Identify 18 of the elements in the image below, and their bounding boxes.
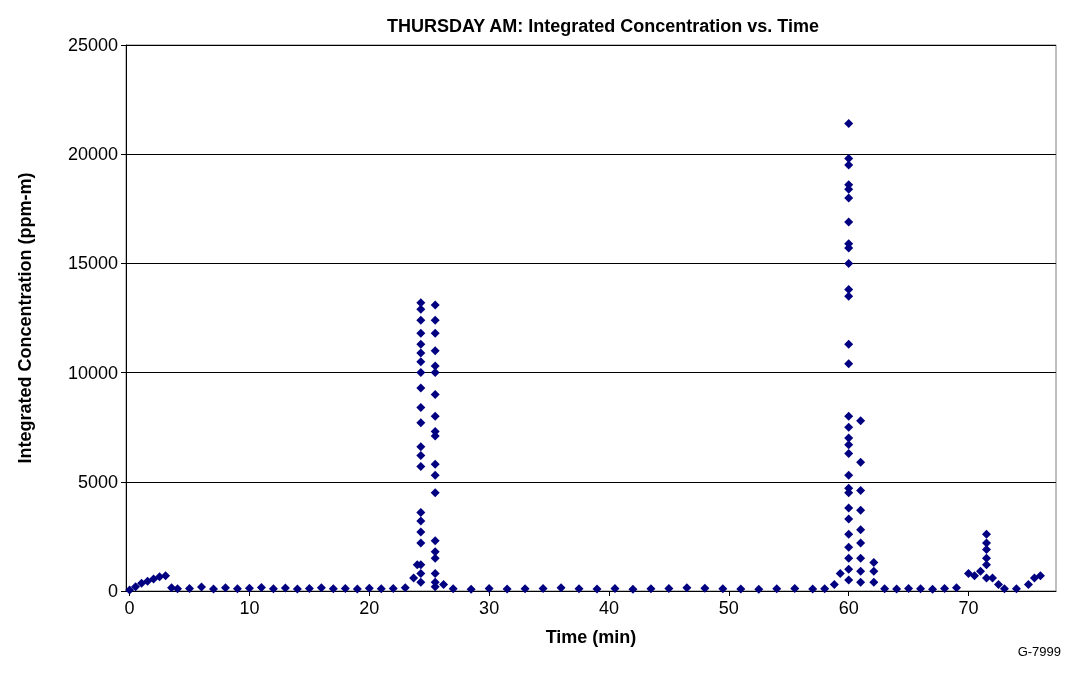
- x-tick-label: 70: [958, 598, 979, 618]
- y-tick-label: 5000: [77, 471, 118, 492]
- x-tick-label: 10: [239, 598, 260, 618]
- chart-title: THURSDAY AM: Integrated Concentration vs. Time: [386, 16, 820, 36]
- x-tick-label: 0: [124, 598, 135, 618]
- x-axis-title: Time (min): [545, 627, 637, 647]
- y-tick-label: 25000: [67, 35, 118, 55]
- text: G-7999: [1017, 644, 1062, 659]
- y-tick-label: 0: [107, 581, 118, 601]
- x-tick-label: 20: [359, 598, 380, 618]
- x-tick-label: 50: [718, 598, 739, 618]
- x-tick-label: 60: [838, 598, 859, 618]
- y-tick-label: 10000: [67, 362, 118, 383]
- x-tick-label: 40: [598, 598, 619, 618]
- y-tick-label: 15000: [67, 253, 118, 274]
- y-axis-title: Integrated Concentration (ppm-m): [15, 172, 35, 464]
- x-tick-label: 30: [479, 598, 500, 618]
- y-tick-label: 20000: [67, 144, 118, 165]
